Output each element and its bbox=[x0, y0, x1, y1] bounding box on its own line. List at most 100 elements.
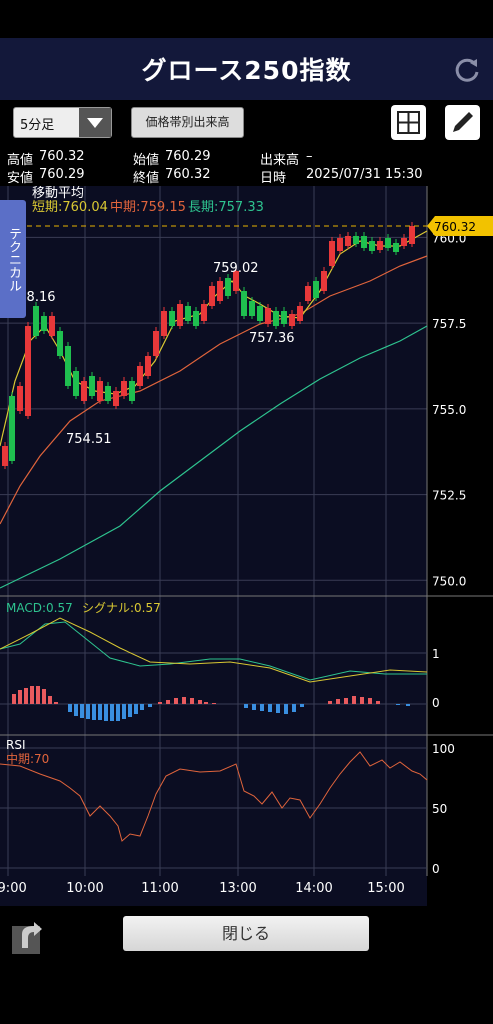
macd-tick: 1 bbox=[432, 647, 440, 661]
legend-short: 短期:760.04 bbox=[32, 200, 108, 215]
macd-bar bbox=[74, 704, 78, 716]
macd-bar bbox=[198, 700, 202, 704]
candle bbox=[249, 301, 255, 316]
candle bbox=[209, 286, 215, 306]
legend-long: 長期:757.33 bbox=[188, 200, 264, 215]
rsi-title: RSI bbox=[6, 738, 26, 752]
candle bbox=[241, 291, 247, 316]
annotation-high-2: 759.02 bbox=[213, 261, 259, 276]
macd-bar bbox=[336, 699, 340, 704]
macd-bar bbox=[30, 686, 34, 704]
close-button[interactable]: 閉じる bbox=[123, 916, 369, 951]
macd-bar bbox=[12, 694, 16, 704]
rotate-icon[interactable] bbox=[12, 918, 48, 954]
technical-tab[interactable]: テクニカル bbox=[0, 200, 26, 318]
ma-long-line bbox=[0, 325, 428, 589]
draw-button[interactable] bbox=[445, 105, 480, 140]
datetime-value: 2025/07/31 15:30 bbox=[306, 167, 423, 182]
macd-bar bbox=[42, 689, 46, 704]
candle bbox=[281, 311, 287, 324]
candle bbox=[337, 238, 343, 251]
candle bbox=[33, 306, 39, 336]
y-tick-label: 755.0 bbox=[432, 403, 466, 417]
legend-mid: 中期:759.15 bbox=[110, 200, 186, 215]
candle bbox=[377, 241, 383, 250]
candle bbox=[385, 238, 391, 248]
legend-rsi: 中期:70 bbox=[6, 751, 49, 766]
macd-bar bbox=[122, 704, 126, 719]
macd-bar bbox=[80, 704, 84, 718]
macd-bar bbox=[300, 704, 304, 707]
candle bbox=[393, 243, 399, 252]
candle bbox=[2, 446, 8, 466]
rsi-tick: 100 bbox=[432, 742, 455, 756]
x-tick-label: 13:00 bbox=[219, 881, 256, 896]
pencil-icon bbox=[453, 112, 473, 132]
y-tick-label: 757.5 bbox=[432, 317, 466, 331]
macd-bar bbox=[352, 696, 356, 704]
candle bbox=[305, 286, 311, 301]
low-label: 安値 bbox=[7, 171, 34, 186]
interval-select[interactable]: 5分足 bbox=[13, 107, 112, 138]
macd-bar bbox=[92, 704, 96, 720]
low-value: 760.29 bbox=[39, 167, 85, 182]
candle bbox=[105, 386, 111, 401]
candle bbox=[145, 356, 151, 376]
annotation-low: 754.51 bbox=[66, 432, 112, 447]
ma-mid-line bbox=[0, 255, 428, 525]
legend-macd: MACD:0.57 bbox=[6, 601, 73, 615]
rsi-tick: 50 bbox=[432, 802, 447, 816]
macd-bar bbox=[134, 704, 138, 714]
candle bbox=[225, 278, 231, 296]
macd-bar bbox=[54, 702, 58, 704]
macd-bar bbox=[148, 704, 152, 707]
candle bbox=[89, 376, 95, 396]
macd-bar bbox=[268, 704, 272, 712]
macd-bar bbox=[182, 697, 186, 704]
candle bbox=[313, 281, 319, 298]
ma-title: 移動平均 bbox=[32, 186, 84, 201]
macd-bar bbox=[190, 698, 194, 704]
close-value: 760.32 bbox=[165, 167, 211, 182]
price-chart[interactable]: 760.0757.5755.0752.5750.0760.32758.16754… bbox=[0, 186, 493, 906]
rsi-tick: 0 bbox=[432, 862, 440, 876]
candle bbox=[137, 366, 143, 386]
macd-bar bbox=[376, 701, 380, 704]
open-label: 始値 bbox=[133, 153, 160, 168]
candle bbox=[161, 311, 167, 336]
macd-bar bbox=[276, 704, 280, 713]
macd-tick: 0 bbox=[432, 696, 440, 710]
y-tick-label: 750.0 bbox=[432, 574, 466, 588]
refresh-icon[interactable] bbox=[453, 56, 481, 84]
candle bbox=[193, 311, 199, 326]
candle bbox=[97, 381, 103, 401]
macd-bar bbox=[344, 698, 348, 704]
x-tick-label: 09:00 bbox=[0, 881, 27, 896]
macd-bar bbox=[244, 704, 248, 708]
macd-bar bbox=[98, 704, 102, 720]
macd-bar bbox=[104, 704, 108, 721]
layout-grid-button[interactable] bbox=[391, 105, 426, 140]
status-bar bbox=[0, 0, 493, 38]
macd-bar bbox=[36, 686, 40, 704]
candle bbox=[153, 331, 159, 356]
page-title: グロース250指数 bbox=[141, 56, 352, 85]
candle bbox=[345, 236, 351, 246]
candle bbox=[297, 306, 303, 321]
macd-bar bbox=[360, 697, 364, 704]
macd-bar bbox=[140, 704, 144, 710]
volume-profile-button[interactable]: 価格帯別出来高 bbox=[131, 107, 244, 138]
macd-bar bbox=[166, 700, 170, 704]
candle bbox=[25, 326, 31, 416]
candle bbox=[289, 314, 295, 326]
macd-bar bbox=[128, 704, 132, 717]
candle bbox=[401, 238, 407, 246]
candle bbox=[113, 391, 119, 406]
macd-bar bbox=[406, 704, 410, 706]
candle bbox=[409, 226, 415, 244]
macd-bar bbox=[24, 688, 28, 704]
macd-bar bbox=[18, 690, 22, 704]
candle bbox=[353, 236, 359, 244]
macd-bar bbox=[116, 704, 120, 721]
open-value: 760.29 bbox=[165, 149, 211, 164]
